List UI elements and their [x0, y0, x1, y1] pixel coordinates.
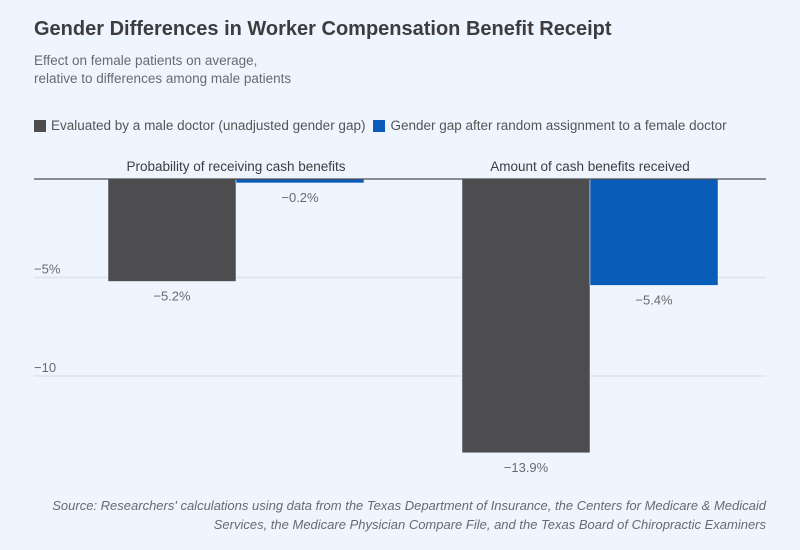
- y-tick-label: −5%: [34, 262, 61, 277]
- chart-subtitle: Effect on female patients on average, re…: [34, 52, 291, 88]
- category-label: Amount of cash benefits received: [490, 159, 690, 174]
- category-label: Probability of receiving cash benefits: [126, 159, 345, 174]
- legend-item-female-doctor: Gender gap after random assignment to a …: [373, 118, 727, 133]
- legend-label: Evaluated by a male doctor (unadjusted g…: [51, 118, 366, 133]
- subtitle-line: Effect on female patients on average,: [34, 53, 258, 68]
- chart-title: Gender Differences in Worker Compensatio…: [34, 18, 612, 40]
- bar: [107, 178, 237, 282]
- legend-item-male-doctor: Evaluated by a male doctor (unadjusted g…: [34, 118, 365, 133]
- legend-swatch: [373, 119, 386, 132]
- bar: [589, 178, 719, 286]
- legend: Evaluated by a male doctor (unadjusted g…: [34, 118, 735, 133]
- data-label: −0.2%: [281, 190, 319, 205]
- y-tick-label: −10: [34, 360, 56, 375]
- source-note: Source: Researchers' calculations using …: [6, 496, 766, 534]
- source-line: Services, the Medicare Physician Compare…: [213, 517, 766, 532]
- legend-label: Gender gap after random assignment to a …: [390, 118, 727, 133]
- data-label: −13.9%: [504, 460, 549, 475]
- data-label: −5.4%: [635, 292, 673, 307]
- legend-swatch: [34, 119, 46, 132]
- subtitle-line: relative to differences among male patie…: [34, 71, 292, 86]
- source-line: Source: Researchers' calculations using …: [52, 498, 766, 513]
- data-label: −5.2%: [153, 288, 191, 303]
- bar: [461, 178, 591, 454]
